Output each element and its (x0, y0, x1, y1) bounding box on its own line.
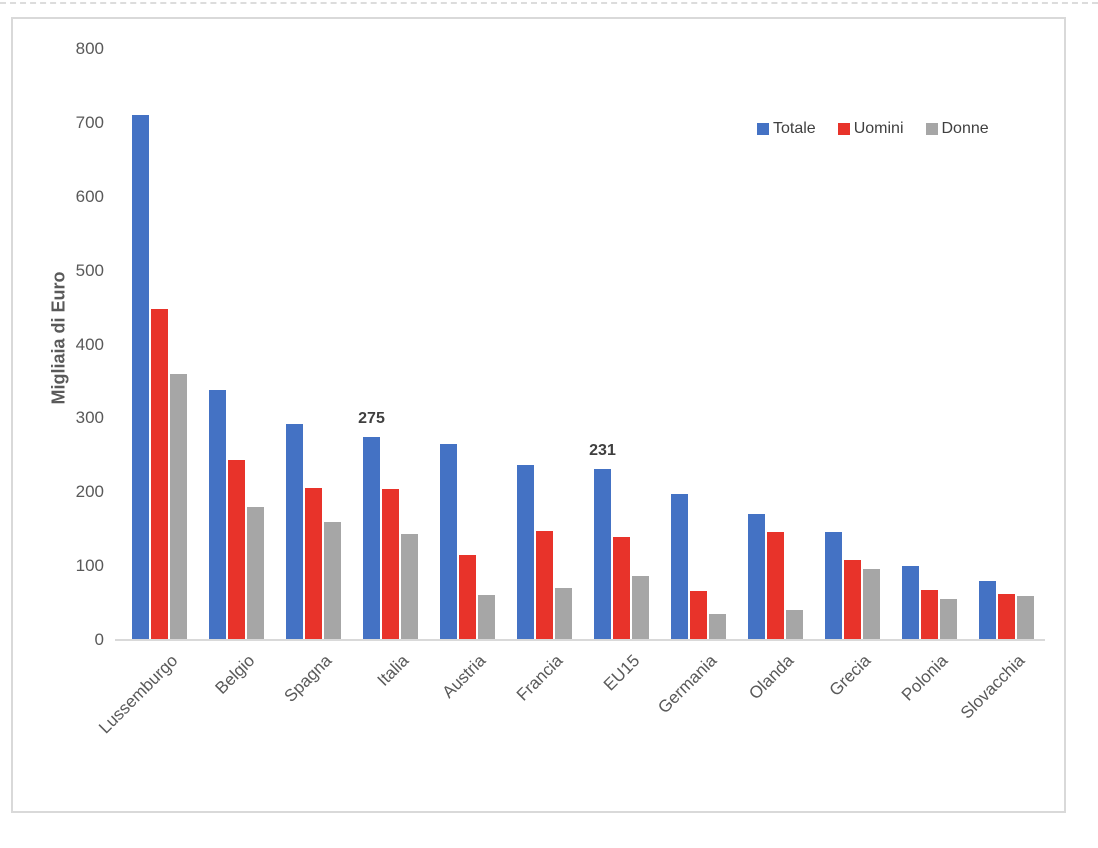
bar-group-germania (671, 494, 726, 640)
bar-donne-lussemburgo (170, 374, 187, 640)
bar-uomini-lussemburgo (151, 309, 168, 640)
legend-swatch-icon (925, 123, 938, 135)
bar-uomini-grecia (844, 560, 861, 640)
legend-label: Uomini (853, 120, 904, 137)
legend: Totale Uomini Donne (757, 120, 989, 138)
x-axis-line (115, 639, 1045, 641)
bar-donne-francia (555, 588, 572, 640)
y-tick-label: 0 (94, 630, 104, 649)
bar-group-olanda (748, 514, 803, 640)
bar-totale-francia (517, 465, 534, 640)
legend-item-totale: Totale (757, 120, 816, 138)
bar-donne-eu15 (632, 576, 649, 640)
legend-swatch-icon (837, 123, 850, 135)
bar-donne-germania (709, 614, 726, 640)
bar-donne-olanda (786, 610, 803, 640)
bar-uomini-olanda (767, 532, 784, 640)
bar-totale-germania (671, 494, 688, 640)
bar-totale-spagna (286, 424, 303, 640)
bar-group-italia: 275 (358, 410, 418, 640)
y-tick-label: 200 (75, 482, 104, 502)
bar-totale-slovacchia (979, 581, 996, 640)
bar-donne-polonia (940, 599, 957, 640)
bar-totale-belgio (209, 390, 226, 640)
y-tick-label: 600 (75, 186, 104, 206)
bar-donne-belgio (247, 507, 264, 640)
bar-group-spagna (286, 424, 341, 640)
bar-donne-italia (401, 534, 418, 640)
bar-totale-italia: 275 (358, 410, 385, 640)
bar-totale-grecia (825, 532, 842, 640)
bar-uomini-polonia (921, 590, 938, 640)
data-label: 275 (358, 410, 385, 427)
legend-item-uomini: Uomini (837, 120, 904, 138)
bar-totale-eu15: 231 (589, 442, 616, 640)
bar-uomini-germania (690, 591, 707, 640)
legend-item-donne: Donne (925, 120, 989, 138)
bar-donne-austria (478, 595, 495, 640)
page-break-dashed-line (0, 2, 1098, 4)
y-tick-label: 400 (75, 334, 104, 354)
bar-group-belgio (209, 390, 264, 640)
bar-uomini-francia (536, 531, 553, 640)
legend-swatch-icon (757, 123, 769, 135)
chart-frame: Migliaia di Euro 800 700 600 500 400 300 200 10… (11, 17, 1066, 813)
data-label: 231 (589, 442, 616, 459)
bar-uomini-slovacchia (998, 594, 1015, 640)
bar-group-francia (517, 465, 572, 640)
bar-donne-spagna (324, 522, 341, 640)
y-tick-label: 100 (75, 556, 104, 576)
bar-totale-polonia (902, 566, 919, 640)
y-tick-label: 300 (75, 408, 104, 428)
bar-donne-slovacchia (1017, 596, 1034, 640)
bar-group-slovacchia (979, 581, 1034, 640)
bar-group-austria (440, 444, 495, 640)
legend-label: Totale (773, 120, 816, 137)
bar-totale-olanda (748, 514, 765, 640)
bar-group-eu15: 231 (589, 442, 649, 640)
bar-donne-grecia (863, 569, 880, 640)
bar-totale-austria (440, 444, 457, 640)
plot-area: 275 231 (115, 49, 1045, 640)
bar-uomini-austria (459, 555, 476, 640)
bar-group-lussemburgo (132, 115, 187, 640)
bar-group-polonia (902, 566, 957, 640)
bar-uomini-eu15 (613, 537, 630, 640)
y-tick-label: 700 (75, 112, 104, 132)
bar-uomini-belgio (228, 460, 245, 640)
legend-label: Donne (941, 120, 989, 137)
bar-uomini-italia (382, 489, 399, 640)
y-tick-label: 500 (75, 260, 104, 280)
bar-group-grecia (825, 532, 880, 640)
bar-totale-lussemburgo (132, 115, 149, 640)
y-tick-label: 800 (75, 39, 104, 58)
bar-uomini-spagna (305, 488, 322, 640)
